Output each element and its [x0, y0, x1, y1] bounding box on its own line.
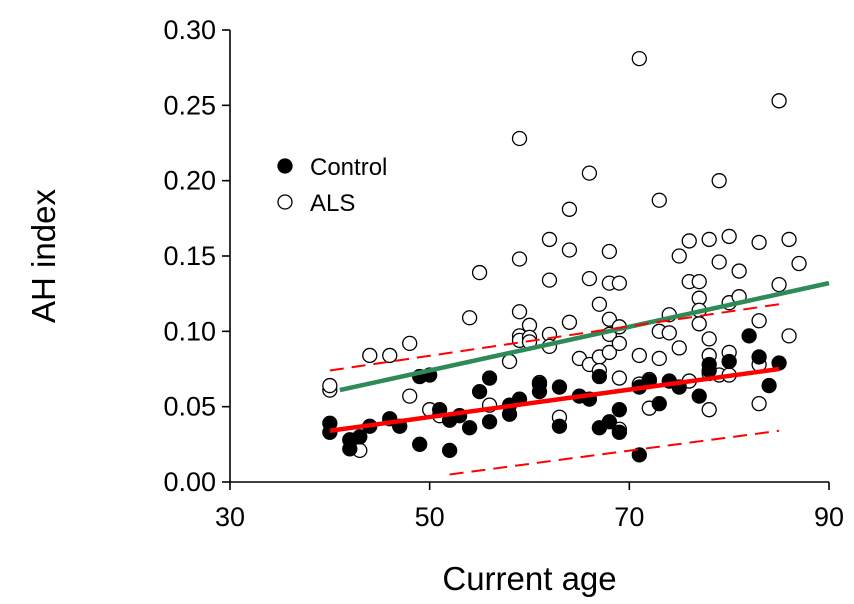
x-tick-label: 70: [614, 502, 644, 532]
control-point: [471, 383, 488, 400]
als-point: [461, 310, 478, 326]
als-point: [591, 296, 608, 312]
control-point: [611, 424, 627, 440]
control-point: [481, 414, 498, 430]
als-point: [791, 255, 807, 272]
als-point: [651, 192, 667, 208]
x-axis-title: Current age: [442, 560, 616, 597]
control-ci-line: [329, 303, 780, 372]
x-tick-label: 50: [415, 502, 445, 532]
als-point: [691, 273, 707, 290]
als-point: [771, 276, 787, 293]
als-point: [771, 93, 787, 109]
x-tick-label: 90: [814, 502, 844, 532]
als-point: [651, 350, 667, 367]
als-point: [611, 335, 627, 352]
als-point: [781, 231, 797, 248]
als-point: [671, 340, 687, 356]
als-point: [501, 353, 518, 370]
als-point: [541, 272, 558, 288]
control-point: [611, 402, 627, 418]
y-tick-label: 0.25: [163, 90, 216, 120]
control-point: [651, 396, 667, 412]
als-point: [711, 173, 727, 189]
control-ci-line: [449, 429, 780, 476]
als-point: [711, 254, 727, 270]
als-point: [751, 234, 767, 251]
y-tick-label: 0.00: [163, 467, 216, 497]
als-point: [511, 251, 528, 267]
control-point: [631, 447, 647, 463]
control-point: [701, 362, 717, 379]
control-point: [741, 328, 757, 344]
als-fit-line: [339, 280, 830, 393]
control-point: [761, 377, 777, 394]
als-point: [611, 370, 627, 386]
legend-control-marker: [277, 158, 293, 174]
als-point: [402, 335, 418, 352]
als-point: [541, 231, 558, 248]
als-point: [561, 242, 578, 258]
als-point: [471, 264, 488, 281]
legend-als-marker: [277, 194, 293, 210]
als-point: [561, 314, 578, 330]
control-point: [412, 436, 428, 452]
y-tick-label: 0.10: [163, 316, 216, 346]
als-point: [581, 165, 598, 181]
control-point: [531, 383, 548, 400]
als-point: [631, 347, 647, 364]
als-point: [402, 388, 418, 404]
als-point: [601, 243, 618, 260]
als-point: [631, 50, 647, 67]
als-point: [511, 304, 528, 320]
als-point: [671, 248, 687, 264]
y-tick-label: 0.20: [163, 166, 216, 196]
control-point: [751, 349, 767, 365]
control-point: [691, 388, 707, 404]
als-point: [751, 396, 767, 412]
als-point: [691, 316, 707, 332]
x-tick-label: 30: [215, 502, 245, 532]
als-point: [701, 331, 717, 347]
als-point: [382, 347, 398, 364]
als-point: [681, 233, 697, 249]
als-point: [751, 313, 767, 329]
control-point: [591, 368, 608, 385]
als-point: [581, 270, 598, 287]
control-fit-line: [329, 366, 780, 434]
als-point: [721, 228, 737, 245]
als-point: [661, 325, 677, 341]
als-point: [731, 263, 747, 279]
y-tick-label: 0.30: [163, 15, 216, 45]
legend-control-label: Control: [310, 154, 387, 181]
als-point: [322, 377, 338, 394]
legend-als-label: ALS: [310, 190, 355, 217]
control-point: [551, 418, 568, 434]
control-point: [501, 406, 518, 422]
plot-area: 0.00 0.05 0.10 0.15 0.20 0.25 0.30 30 50 70 90 Curr…: [25, 15, 844, 597]
y-axis-title: AH index: [25, 189, 62, 323]
control-point: [352, 429, 368, 445]
control-point: [601, 414, 618, 430]
als-point: [511, 130, 528, 147]
als-point: [611, 275, 627, 291]
y-tick-label: 0.05: [163, 392, 216, 422]
als-point: [701, 231, 717, 248]
als-point: [362, 347, 378, 364]
als-point: [601, 344, 618, 361]
als-point: [781, 328, 797, 344]
y-tick-label: 0.15: [163, 241, 216, 271]
als-point: [701, 402, 717, 418]
control-point: [551, 379, 568, 395]
als-point: [561, 201, 578, 217]
control-point: [721, 353, 737, 370]
control-point: [441, 442, 458, 459]
control-point: [481, 370, 498, 386]
control-point: [461, 420, 478, 436]
